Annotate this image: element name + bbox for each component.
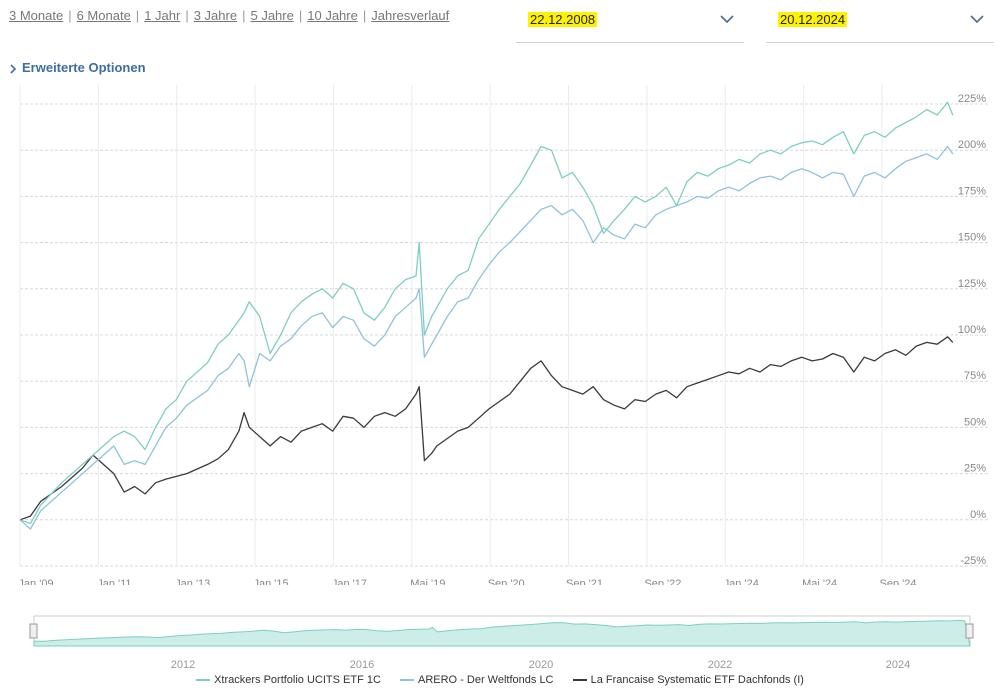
separator: | — [68, 8, 72, 23]
range-navigator[interactable]: 2012 2016 2020 2022 2024 — [0, 610, 1000, 672]
date-from-value: 22.12.2008 — [528, 12, 598, 27]
separator: | — [185, 8, 189, 23]
x-tick-label: Sep '21 — [566, 578, 603, 585]
separator: | — [242, 8, 246, 23]
legend-label: ARERO - Der Weltfonds LC — [418, 674, 554, 686]
navigator-handle-right[interactable] — [965, 623, 974, 639]
series-line — [19, 145, 954, 530]
period-1y[interactable]: 1 Jahr — [144, 8, 181, 23]
y-tick-label: 75% — [964, 370, 986, 382]
chevron-down-icon — [720, 15, 734, 24]
x-tick-label: Jan '15 — [254, 578, 289, 585]
y-tick-label: 50% — [964, 416, 986, 428]
chart-legend: Xtrackers Portfolio UCITS ETF 1C ARERO -… — [0, 674, 1000, 686]
x-tick-label: Sep '20 — [488, 578, 525, 585]
x-tick-label: Jan '11 — [97, 578, 131, 585]
y-tick-label: 125% — [958, 278, 986, 290]
date-from-select[interactable]: 22.12.2008 — [516, 4, 744, 43]
advanced-options-toggle[interactable]: Erweiterte Optionen — [8, 60, 146, 75]
x-tick-label: Jan '24 — [724, 578, 759, 585]
performance-chart: 225% 200% 175% 150% 125% 100% 75% 50% 25% 0% -25% J… — [18, 85, 990, 585]
legend-item[interactable]: ARERO - Der Weltfonds LC — [400, 674, 554, 686]
x-tick-label: Jan '17 — [332, 578, 367, 585]
y-tick-label: 100% — [958, 324, 986, 336]
x-tick-label: Sep '24 — [880, 578, 917, 585]
legend-swatch — [572, 679, 587, 682]
navigator-tick-label: 2024 — [886, 659, 910, 671]
legend-swatch — [196, 679, 211, 682]
navigator-tick-label: 2022 — [708, 659, 732, 671]
y-tick-label: -25% — [960, 555, 986, 567]
chevron-down-icon — [970, 15, 984, 24]
separator: | — [362, 8, 367, 23]
navigator-tick-label: 2012 — [171, 659, 195, 671]
advanced-options-label: Erweiterte Optionen — [22, 60, 146, 75]
y-tick-label: 175% — [958, 185, 986, 197]
y-tick-label: 150% — [958, 232, 986, 244]
navigator-tick-label: 2016 — [350, 659, 374, 671]
period-10y[interactable]: 10 Jahre — [307, 8, 358, 23]
date-to-value: 20.12.2024 — [778, 12, 848, 27]
period-3y[interactable]: 3 Jahre — [193, 8, 238, 23]
y-tick-label: 0% — [970, 509, 986, 521]
separator: | — [298, 8, 303, 23]
series-line — [19, 336, 954, 521]
x-tick-label: Mai '24 — [802, 578, 837, 585]
x-tick-label: Sep '22 — [644, 578, 681, 585]
legend-item[interactable]: Xtrackers Portfolio UCITS ETF 1C — [196, 674, 381, 686]
x-tick-label: Mai '19 — [410, 578, 445, 585]
period-ytd[interactable]: Jahresverlauf — [371, 8, 450, 23]
chevron-right-icon — [10, 63, 17, 74]
series-line — [19, 101, 954, 525]
y-tick-label: 25% — [964, 463, 986, 475]
date-to-select[interactable]: 20.12.2024 — [766, 4, 994, 43]
y-tick-label: 200% — [958, 139, 986, 151]
x-tick-label: Jan '13 — [175, 578, 210, 585]
period-6m[interactable]: 6 Monate — [76, 8, 131, 23]
period-5y[interactable]: 5 Jahre — [250, 8, 294, 23]
navigator-handle-left[interactable] — [29, 623, 38, 639]
legend-swatch — [400, 679, 414, 682]
navigator-area — [33, 619, 971, 647]
y-tick-label: 225% — [958, 93, 986, 105]
x-tick-label: Jan '09 — [18, 578, 53, 585]
navigator-tick-label: 2020 — [529, 659, 553, 671]
period-selector: 3 Monate | 6 Monate | 1 Jahr | 3 Jahre | 5 Jahre… — [9, 8, 449, 23]
legend-label: Xtrackers Portfolio UCITS ETF 1C — [214, 674, 381, 686]
legend-label: La Francaise Systematic ETF Dachfonds (I… — [590, 674, 804, 686]
separator: | — [135, 8, 140, 23]
period-3m[interactable]: 3 Monate — [9, 8, 64, 23]
legend-item[interactable]: La Francaise Systematic ETF Dachfonds (I… — [572, 674, 804, 686]
